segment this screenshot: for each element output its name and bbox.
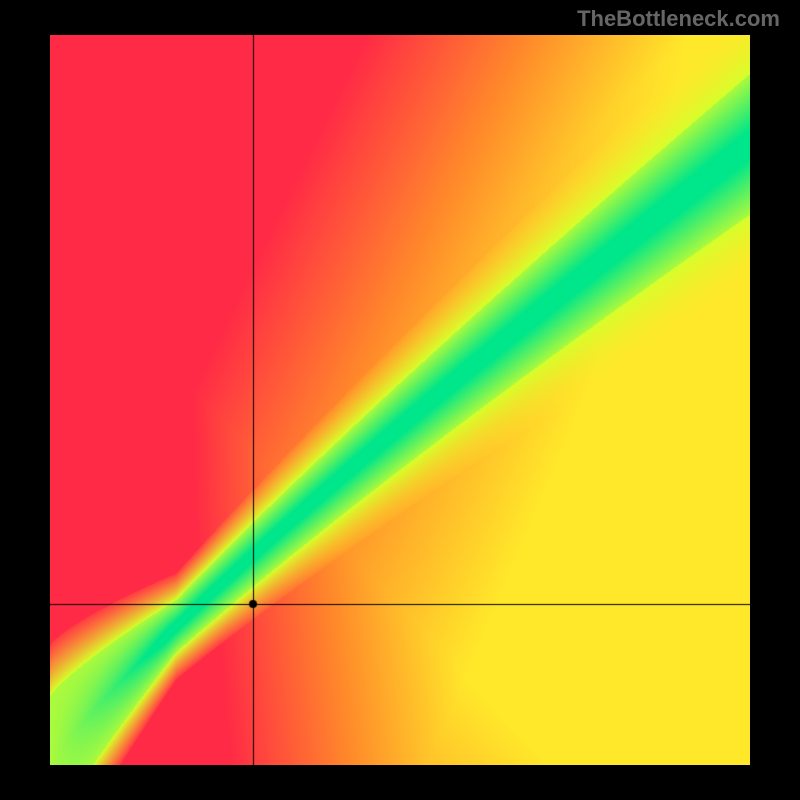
heatmap-plot bbox=[50, 35, 750, 765]
heatmap-canvas bbox=[50, 35, 750, 765]
watermark-text: TheBottleneck.com bbox=[577, 6, 780, 32]
